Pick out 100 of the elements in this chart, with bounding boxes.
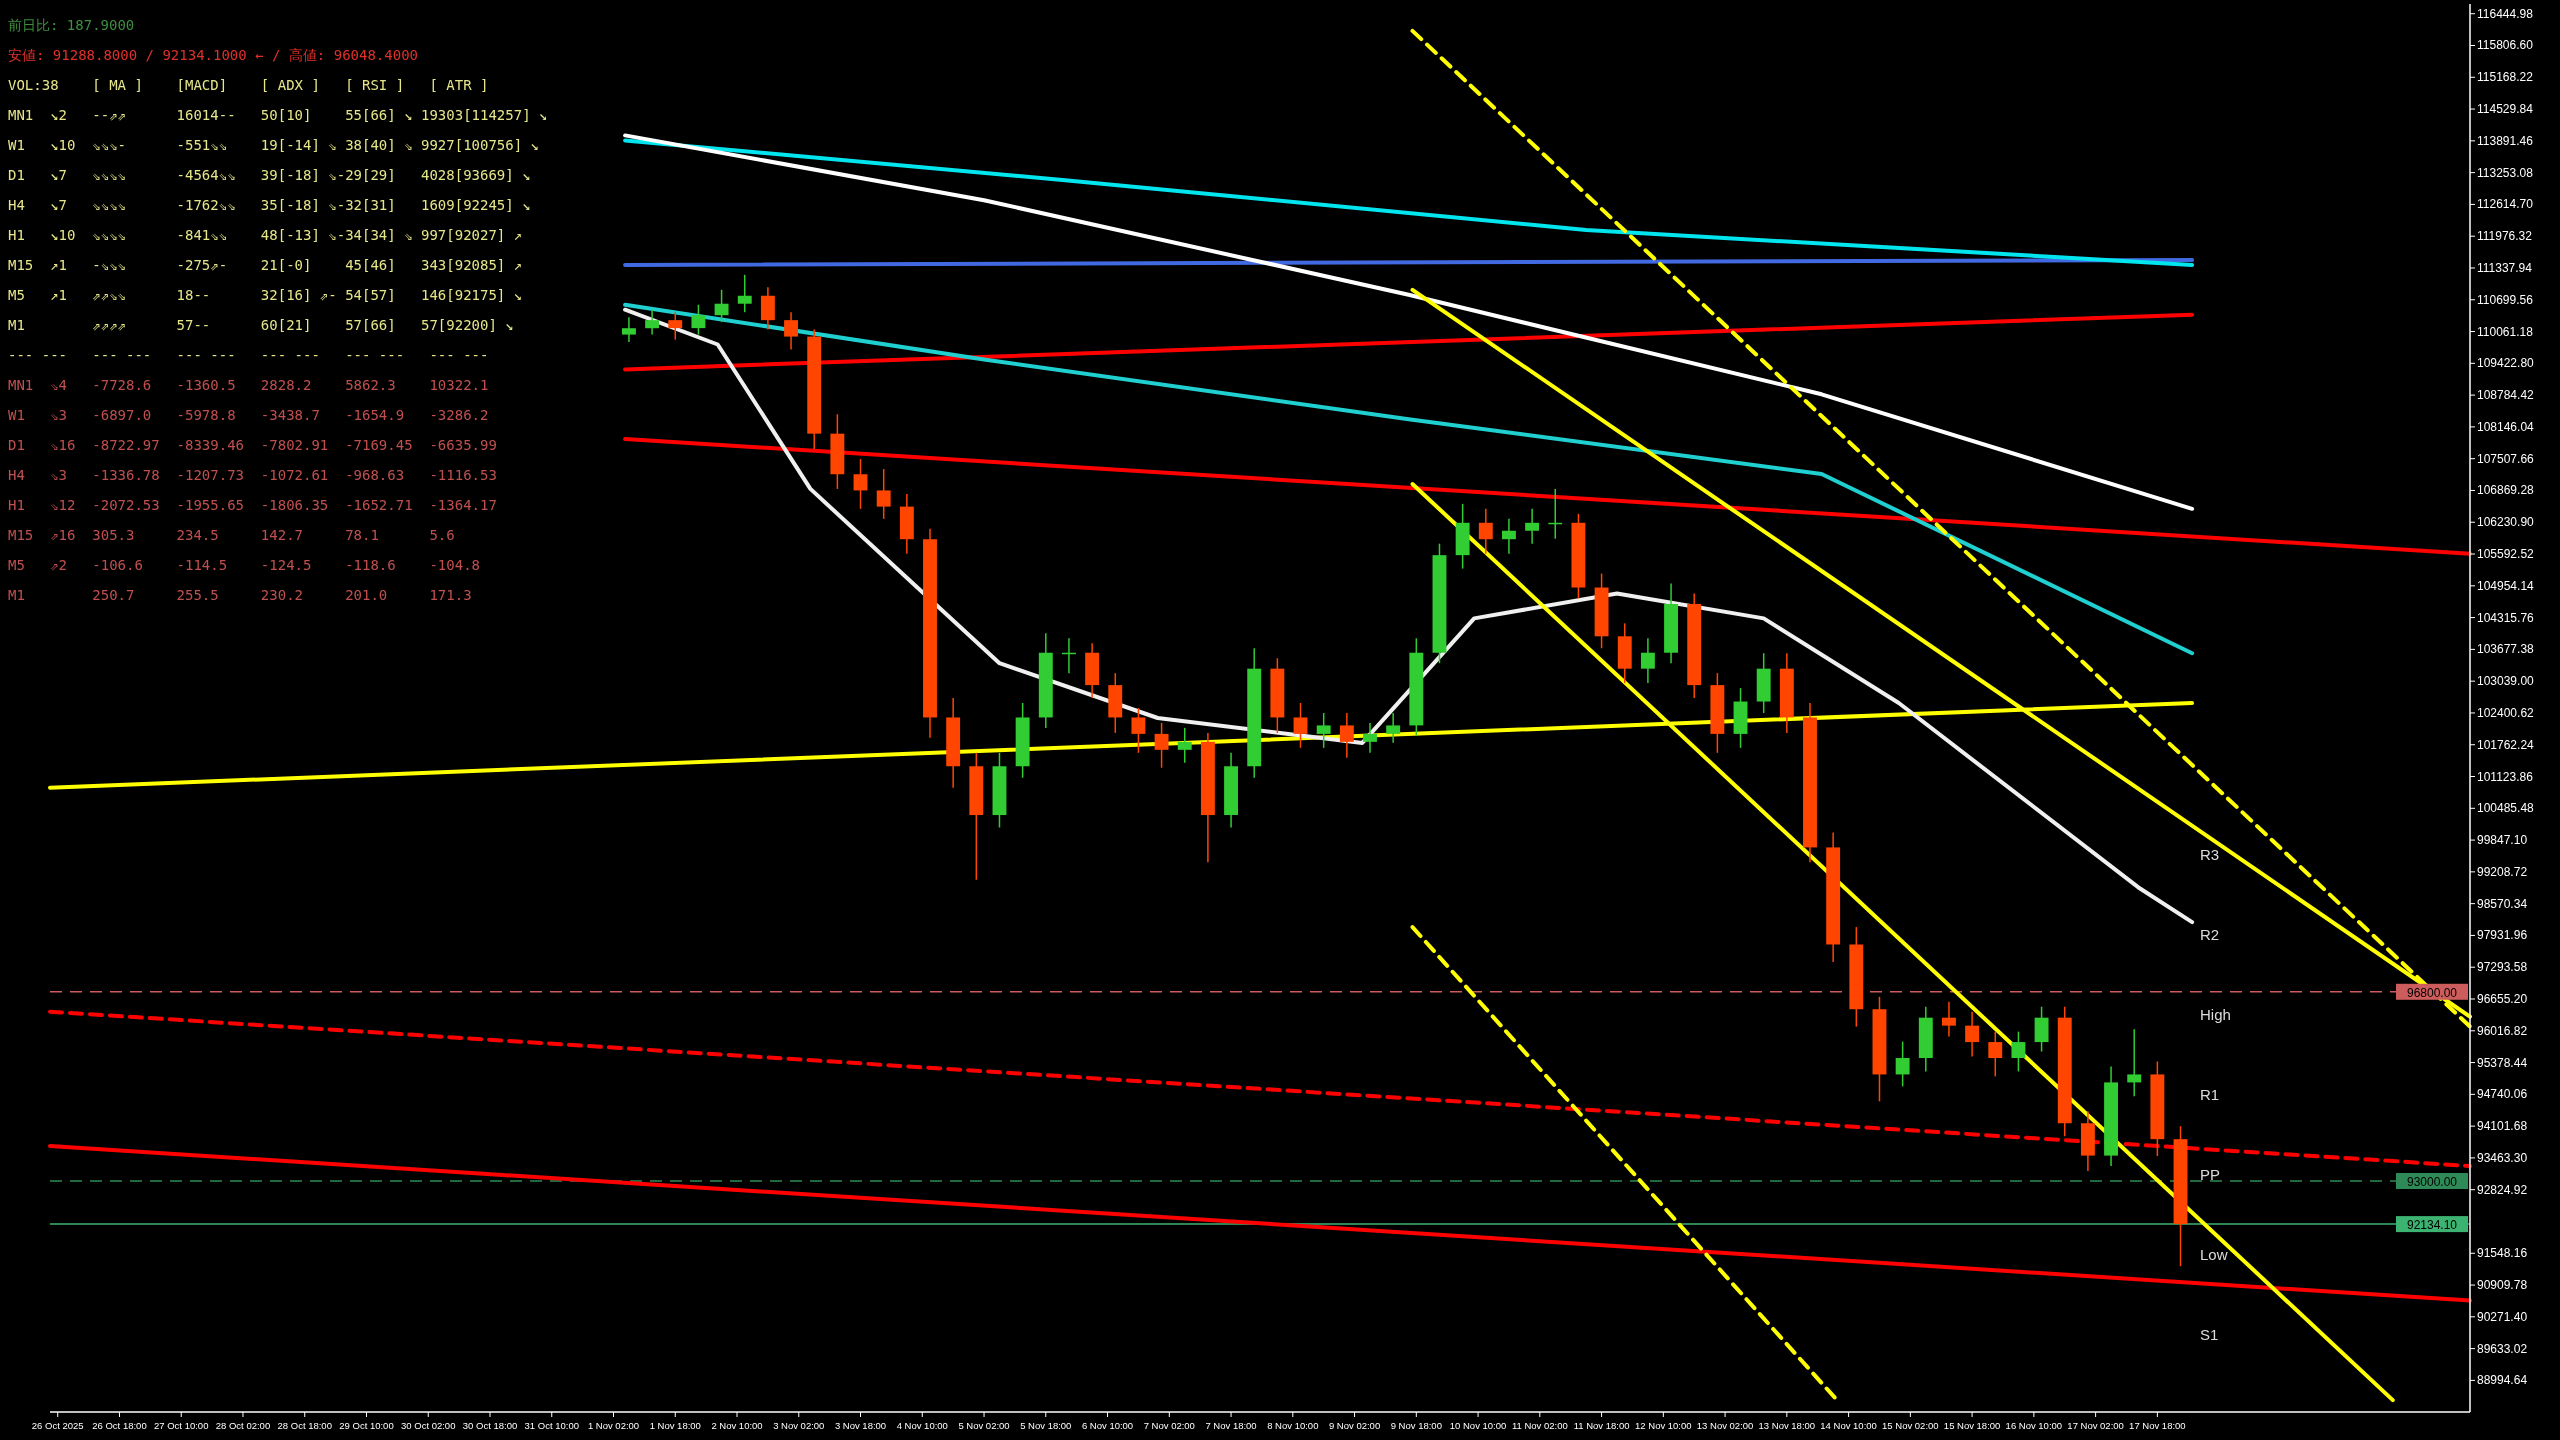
- annotation: High: [2200, 1006, 2231, 1023]
- y-tick-label: 101762.24: [2477, 737, 2535, 752]
- y-tick-label: 109422.80: [2477, 356, 2535, 371]
- text: H1 ↘10 ⇘⇘⇘⇘ -841⇘⇘ 48[-13] ⇘-34[34] ⇘ 997[92027] ↗: [8, 227, 523, 243]
- text: M15 ⇗16 305.3 234.5 142.7 78.1 5.6: [8, 527, 455, 543]
- text: M1 250.7 255.5 230.2 201.0 171.3: [8, 587, 472, 603]
- text: H4 ⇘3 -1336.78 -1207.73 -1072.61 -968.63 -1116.53: [8, 467, 497, 483]
- x-tick-label: 27 Oct 10:00: [154, 1420, 209, 1431]
- y-tick-label: 108784.42: [2477, 388, 2535, 403]
- y-tick-label: 114529.84: [2477, 102, 2534, 117]
- y-tick-label: 94740.06: [2477, 1087, 2528, 1102]
- y-tick-label: 96016.82: [2477, 1023, 2528, 1038]
- candlestick: [1525, 508, 1540, 545]
- text: MN1 ↘2 --⇗⇗ 16014-- 50[10] 55[66] ↘ 19303[114257] ↘: [8, 107, 548, 123]
- x-tick-label: 12 Nov 10:00: [1635, 1420, 1692, 1431]
- ref-line-label: 93000.00: [2406, 1174, 2458, 1189]
- candlestick: [1965, 1010, 1980, 1058]
- candlestick: [737, 274, 752, 313]
- y-tick-label: 91548.16: [2477, 1246, 2528, 1261]
- y-tick-label: 112614.70: [2477, 197, 2534, 212]
- y-tick-label: 99208.72: [2477, 864, 2528, 879]
- candlestick: [1293, 702, 1308, 749]
- y-tick-label: 99847.10: [2477, 833, 2528, 848]
- y-tick-label: 103677.38: [2477, 642, 2535, 657]
- x-tick-label: 29 Oct 10:00: [339, 1420, 394, 1431]
- x-tick-label: 8 Nov 10:00: [1267, 1420, 1319, 1431]
- x-tick-label: 17 Nov 02:00: [2067, 1420, 2124, 1431]
- x-tick-label: 1 Nov 02:00: [587, 1420, 640, 1431]
- annotation: PP: [2200, 1166, 2221, 1183]
- candlestick: [1895, 1040, 1910, 1088]
- y-tick-label: 100485.48: [2477, 801, 2535, 816]
- y-tick-label: 115168.22: [2477, 70, 2534, 85]
- text: M15 ↗1 -⇘⇘⇘ -275⇗- 21[-0] 45[46] 343[92085] ↗: [8, 257, 523, 273]
- text: 前日比: 187.9000: [8, 17, 135, 33]
- x-tick-label: 15 Nov 02:00: [1882, 1420, 1939, 1431]
- x-tick-label: 16 Nov 10:00: [2005, 1420, 2063, 1431]
- candlestick: [853, 458, 868, 510]
- y-tick-label: 105592.52: [2477, 547, 2535, 562]
- x-tick-label: 2 Nov 10:00: [711, 1420, 763, 1431]
- x-tick-label: 6 Nov 10:00: [1081, 1420, 1134, 1431]
- candlestick: [668, 311, 683, 341]
- x-tick-label: 1 Nov 18:00: [649, 1420, 701, 1431]
- y-tick-label: 97293.58: [2477, 960, 2528, 975]
- y-tick-label: 93463.30: [2477, 1150, 2528, 1165]
- annotation: S1: [2200, 1326, 2219, 1343]
- x-tick-label: 30 Oct 18:00: [462, 1420, 518, 1431]
- y-tick-label: 96655.20: [2477, 992, 2528, 1006]
- x-tick-label: 31 Oct 10:00: [524, 1420, 579, 1431]
- annotation: R3: [2200, 846, 2220, 863]
- text: D1 ↘7 ⇘⇘⇘⇘ -4564⇘⇘ 39[-18] ⇘-29[29] 4028[93669] ↘: [8, 167, 531, 183]
- text: H4 ↘7 ⇘⇘⇘⇘ -1762⇘⇘ 35[-18] ⇘-32[31] 1609[92245] ↘: [8, 197, 531, 213]
- y-tick-label: 110699.56: [2477, 292, 2534, 307]
- text: VOL:38 [ MA ] [MACD] [ ADX ] [ RSI ] [ ATR ]: [8, 77, 489, 93]
- y-tick-label: 90271.40: [2477, 1309, 2528, 1324]
- text: W1 ⇘3 -6897.0 -5978.8 -3438.7 -1654.9 -3286.2: [8, 407, 489, 423]
- y-tick-label: 92824.92: [2477, 1182, 2528, 1197]
- x-tick-label: 26 Oct 18:00: [92, 1420, 147, 1431]
- x-tick-label: 13 Nov 02:00: [1696, 1420, 1754, 1431]
- ref-line-label: 96800.00: [2406, 985, 2458, 1000]
- y-tick-label: 95378.44: [2477, 1055, 2528, 1070]
- x-tick-label: 7 Nov 18:00: [1205, 1420, 1257, 1431]
- candlestick: [1988, 1030, 2003, 1078]
- x-tick-label: 10 Nov 10:00: [1449, 1420, 1507, 1431]
- annotation: Low: [2200, 1246, 2228, 1263]
- text: H1 ⇘12 -2072.53 -1955.65 -1806.35 -1652.71 -1364.17: [8, 497, 497, 513]
- x-tick-label: 13 Nov 18:00: [1758, 1420, 1816, 1431]
- y-tick-label: 102400.62: [2477, 705, 2535, 720]
- x-tick-label: 11 Nov 18:00: [1573, 1420, 1630, 1431]
- text: M1 ⇗⇗⇗⇗ 57-- 60[21] 57[66] 57[92200] ↘: [8, 317, 514, 333]
- y-tick-label: 101123.86: [2477, 769, 2534, 784]
- candlestick: [1363, 722, 1377, 754]
- candlestick: [1502, 518, 1516, 555]
- candlestick: [1154, 722, 1169, 769]
- text: D1 ⇘16 -8722.97 -8339.46 -7802.91 -7169.45 -6635.99: [8, 437, 497, 453]
- y-tick-label: 88994.64: [2477, 1373, 2528, 1388]
- y-tick-label: 113253.08: [2477, 165, 2534, 180]
- y-tick-label: 106869.28: [2477, 483, 2535, 498]
- y-tick-label: 107507.66: [2477, 451, 2535, 466]
- x-tick-label: 28 Oct 02:00: [215, 1420, 271, 1431]
- x-tick-label: 3 Nov 18:00: [834, 1420, 887, 1431]
- x-tick-label: 3 Nov 02:00: [773, 1420, 825, 1431]
- candlestick: [1177, 727, 1192, 764]
- candlestick: [1131, 707, 1146, 754]
- x-tick-label: 5 Nov 18:00: [1020, 1420, 1072, 1431]
- candlestick: [876, 468, 891, 520]
- text: 安値: 91288.8000 / 92134.1000 ← / 高値: 96048.4000: [8, 47, 419, 63]
- x-tick-label: 26 Oct 2025: [31, 1420, 84, 1431]
- x-tick-label: 30 Oct 02:00: [401, 1420, 456, 1431]
- candlestick: [784, 311, 798, 351]
- x-tick-label: 7 Nov 02:00: [1143, 1420, 1195, 1431]
- x-tick-label: 9 Nov 02:00: [1328, 1420, 1381, 1431]
- y-tick-label: 104315.76: [2477, 610, 2535, 625]
- x-tick-label: 4 Nov 10:00: [896, 1420, 948, 1431]
- y-tick-label: 106230.90: [2477, 515, 2535, 530]
- candlestick: [2127, 1028, 2142, 1098]
- candlestick: [1942, 1001, 1956, 1038]
- text: --- --- --- --- --- --- --- --- --- --- --- ---: [8, 347, 489, 363]
- text: MN1 ⇘4 -7728.6 -1360.5 2828.2 5862.3 10322.1: [8, 377, 489, 393]
- x-tick-label: 14 Nov 10:00: [1820, 1420, 1877, 1431]
- candlestick: [1339, 712, 1354, 759]
